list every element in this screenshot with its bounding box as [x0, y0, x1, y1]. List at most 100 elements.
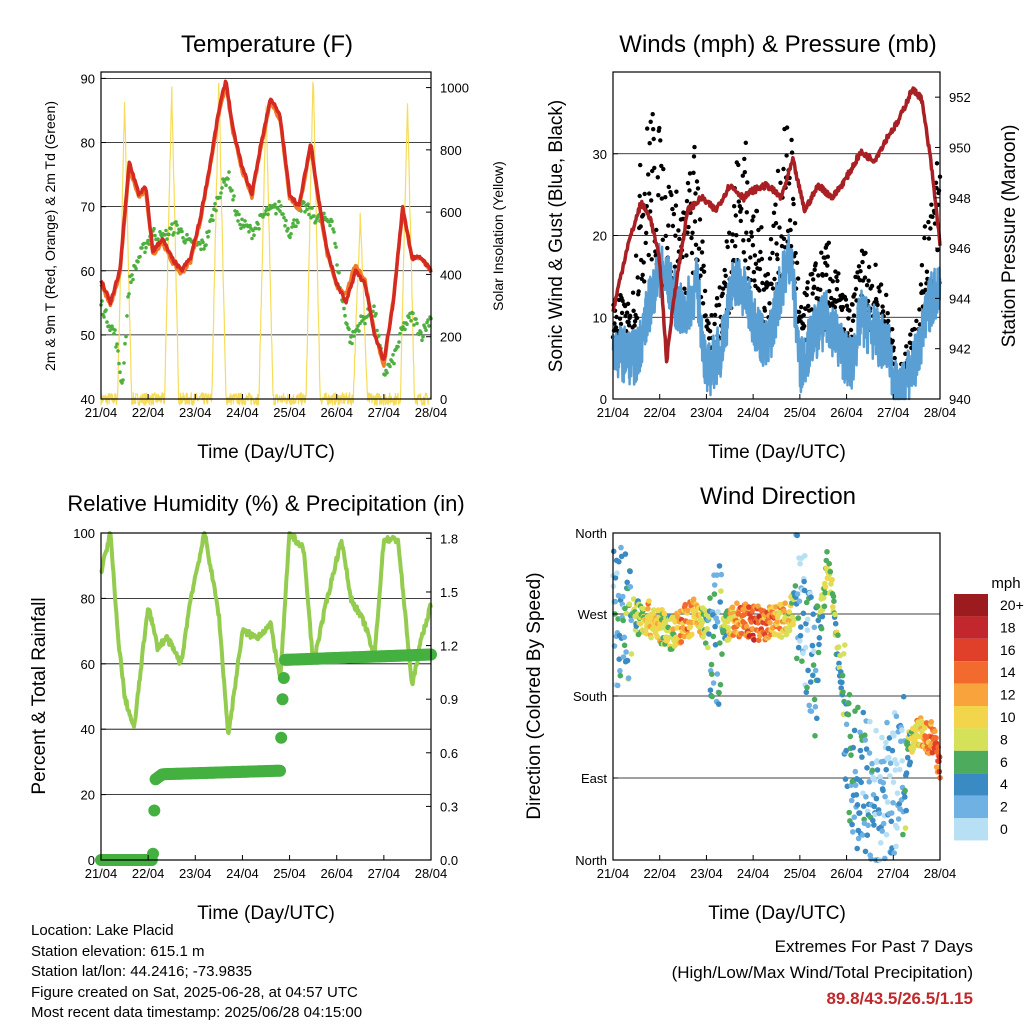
gust-point: [876, 285, 881, 290]
gust-point: [917, 307, 922, 312]
direction-point: [812, 667, 819, 674]
direction-point: [887, 773, 893, 779]
direction-point: [618, 544, 624, 551]
gust-point: [691, 170, 696, 175]
dewpoint-point: [377, 333, 381, 338]
dewpoint-point: [170, 222, 174, 226]
dewpoint-point: [337, 270, 341, 275]
precipitation-point: [147, 847, 159, 860]
humidity-panel: Relative Humidity (%) & Precipitation (i…: [29, 491, 465, 924]
dewpoint-point: [129, 280, 133, 285]
humidity-ytick-label: 100: [73, 526, 95, 541]
direction-point: [616, 558, 622, 565]
gust-point: [793, 250, 798, 256]
dewpoint-point: [227, 170, 231, 174]
gust-point: [734, 233, 739, 238]
direction-point: [755, 637, 762, 643]
gust-point: [858, 269, 863, 274]
direction-point: [877, 774, 883, 780]
gust-point: [853, 286, 859, 292]
gust-point: [768, 237, 774, 242]
direction-point: [827, 568, 834, 575]
extremes-subtitle: (High/Low/Max Wind/Total Precipitation): [671, 963, 973, 982]
gust-point: [714, 296, 720, 301]
direction-point: [896, 766, 903, 773]
temperature-plot-frame: [100, 71, 432, 400]
dewpoint-point: [136, 260, 140, 264]
temperature-xtick-label: 23/04: [179, 405, 212, 420]
direction-point: [865, 822, 871, 829]
colorbar-label: 12: [1000, 687, 1016, 703]
direction-point: [858, 779, 864, 786]
dewpoint-point: [240, 217, 244, 222]
gust-point: [830, 279, 835, 284]
direction-point: [807, 679, 814, 685]
direction-point: [810, 662, 817, 668]
dewpoint-point: [334, 245, 338, 249]
direction-point: [797, 632, 804, 639]
humidity-y2tick-label: 1.8: [440, 531, 458, 546]
precipitation-point: [277, 672, 290, 684]
gust-point: [613, 325, 619, 330]
humidity-xtick-label: 22/04: [132, 866, 165, 881]
dewpoint-point: [357, 329, 361, 333]
gust-point: [674, 189, 679, 194]
gust-point: [914, 318, 919, 324]
direction-point: [886, 735, 893, 741]
direction-point: [820, 595, 827, 601]
direction-point: [890, 779, 897, 785]
extremes-title: Extremes For Past 7 Days: [774, 937, 973, 956]
dewpoint-point: [343, 313, 347, 318]
dewpoint-point: [231, 198, 235, 202]
winds-xtick-label: 28/04: [924, 405, 957, 420]
gust-point: [636, 289, 641, 294]
direction-point: [616, 656, 622, 662]
direction-point: [846, 691, 853, 698]
gust-point: [790, 196, 796, 202]
direction-point: [894, 825, 900, 831]
gust-point: [760, 280, 765, 286]
gust-point: [746, 266, 751, 271]
direction-point: [836, 664, 843, 671]
direction-point: [626, 601, 633, 607]
direction-point: [843, 721, 850, 728]
dewpoint-point: [102, 315, 106, 319]
direction-point: [835, 644, 842, 650]
winds-xtick-label: 22/04: [643, 405, 676, 420]
colorbar-label: 2: [1000, 799, 1008, 815]
dewpoint-point: [372, 304, 376, 309]
dewpoint-point: [169, 226, 173, 231]
direction-point: [709, 693, 715, 700]
temperature-xtick-label: 27/04: [368, 405, 401, 420]
gust-point: [773, 202, 778, 207]
gust-point: [770, 286, 776, 291]
winds-y2tick-label: 940: [949, 392, 971, 407]
direction-point: [819, 613, 826, 620]
gust-point: [736, 162, 741, 168]
dewpoint-point: [180, 229, 184, 234]
gust-point: [712, 312, 718, 318]
direction-point: [848, 797, 855, 804]
direction-point: [620, 654, 627, 660]
direction-point: [808, 708, 815, 714]
direction-point: [864, 832, 871, 838]
winds-xtick-label: 25/04: [784, 405, 817, 420]
winds-xlabel: Time (Day/UTC): [708, 442, 846, 463]
direction-point: [884, 719, 890, 726]
dewpoint-point: [210, 213, 214, 218]
colorbar-swatch: [954, 638, 988, 662]
gust-point: [677, 236, 682, 242]
gust-point: [630, 290, 636, 295]
temperature-y2tick-label: 600: [440, 205, 462, 220]
gust-point: [877, 289, 882, 294]
temperature-ytick-label: 70: [81, 200, 95, 215]
direction-point: [855, 704, 861, 711]
gust-point: [632, 323, 637, 328]
direction-point: [661, 610, 667, 617]
winds-y2tick-label: 948: [949, 191, 971, 206]
temperature-xtick-label: 21/04: [85, 405, 118, 420]
dewpoint-point: [123, 341, 127, 346]
precipitation-point: [275, 731, 288, 744]
direction-point: [794, 591, 801, 597]
direction-point: [814, 603, 821, 610]
